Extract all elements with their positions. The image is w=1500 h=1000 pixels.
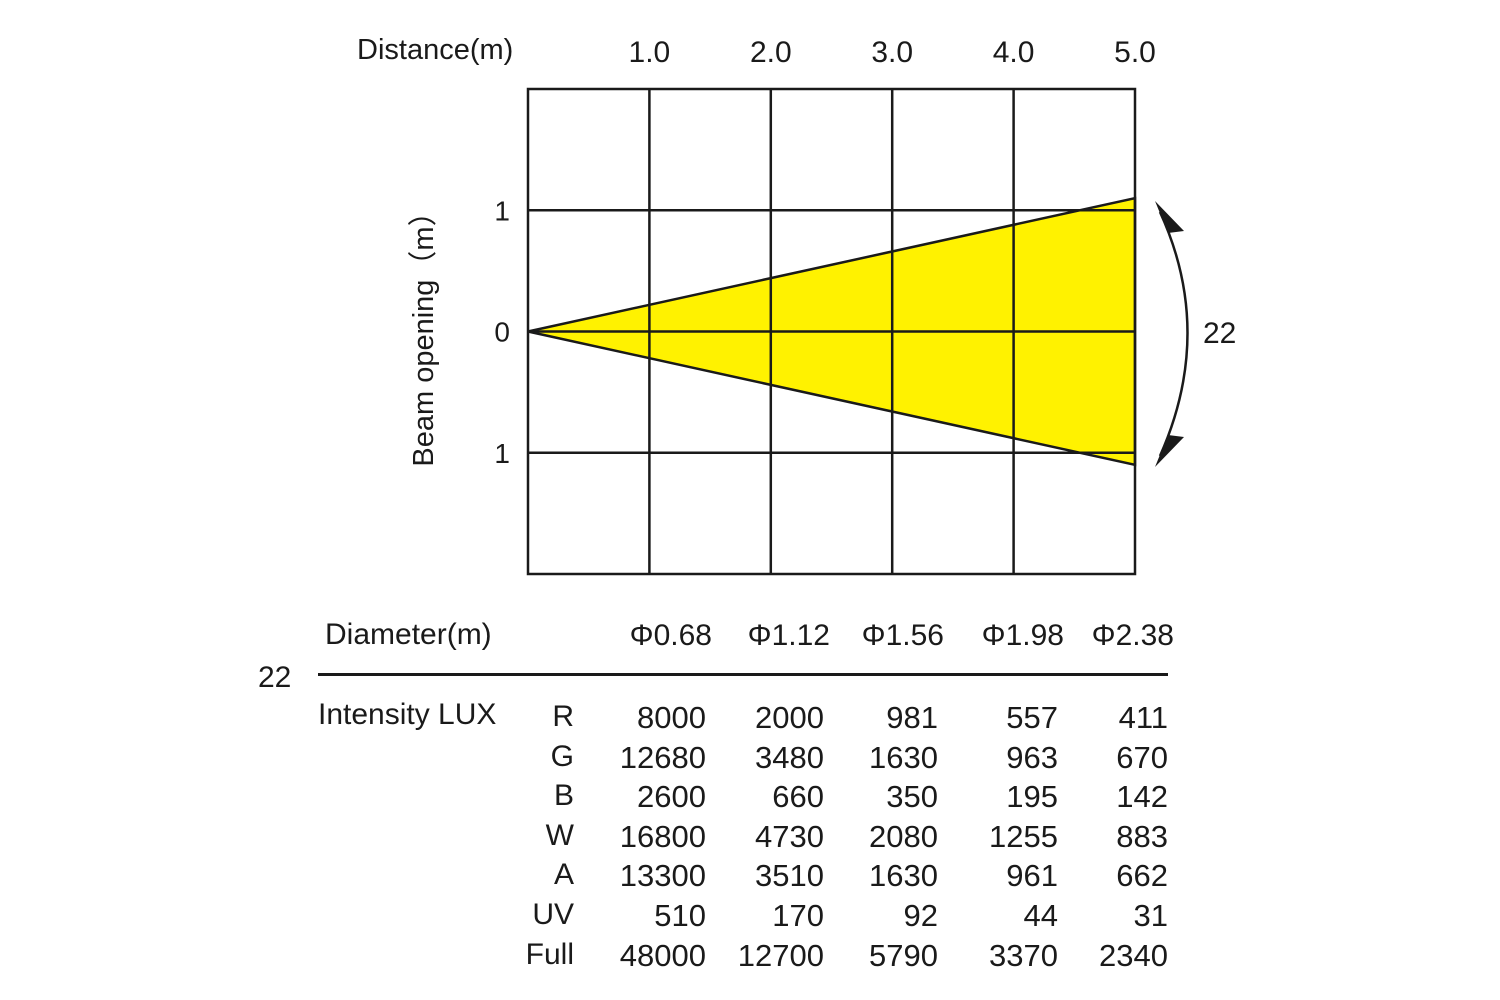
diameter-value: Φ1.98 [981,619,1064,652]
beam-angle-label: 22 [1203,317,1236,350]
channel-label: R [552,700,574,733]
diameter-value: Φ1.56 [861,619,944,652]
diameter-value: Φ1.12 [747,619,830,652]
plot-frame [526,87,1137,576]
channel-label: G [550,739,574,773]
table-angle: 22 [258,661,292,694]
intensity-cell: 510 [654,898,706,933]
intensity-cell: 350 [886,779,938,815]
intensity-cell: 92 [903,898,938,933]
y-tick-label: 0 [494,317,510,348]
x-axis-title: Distance(m) [357,34,513,66]
intensity-cell: 557 [1006,700,1058,735]
intensity-cell: 662 [1116,858,1168,894]
x-tick-label: 1.0 [629,36,671,69]
beam-angle-arc [1158,211,1189,457]
intensity-cell: 12680 [619,739,706,775]
intensity-label: Intensity LUX [318,698,497,731]
arc-arrowhead-bottom [1155,435,1184,467]
intensity-cell: 961 [1006,858,1058,894]
intensity-cell: 4730 [755,818,824,854]
intensity-cell: 3510 [755,858,824,894]
intensity-cell: 660 [772,779,824,815]
y-tick-label: 1 [494,438,510,469]
arc-arrowhead-top [1155,201,1184,233]
intensity-cell: 31 [1133,898,1168,933]
intensity-cell: 2080 [869,818,938,854]
table-divider [318,673,1168,676]
channel-label: UV [532,898,574,931]
channel-label: A [553,858,574,892]
diameter-label: Diameter(m) [325,618,492,651]
intensity-cell: 1255 [989,818,1058,854]
y-tick-labels: 1 0 1 [494,195,510,469]
intensity-cell: 1630 [869,858,938,894]
intensity-cell: 5790 [869,937,938,973]
intensity-cell: 16800 [619,818,706,854]
intensity-cell: 3370 [989,937,1058,973]
intensity-cell: 8000 [637,700,706,735]
intensity-cell: 44 [1023,898,1058,933]
intensity-cell: 48000 [619,937,706,973]
y-axis-title: Beam opening（m） [408,197,440,466]
x-tick-labels: 1.0 2.0 3.0 4.0 5.0 [629,36,1156,69]
channel-label: W [545,818,574,852]
intensity-cell: 670 [1116,739,1168,775]
beam-chart: Distance(m) 1.0 2.0 3.0 4.0 5.0 1 0 1 Beam ope… [357,34,1236,576]
diameter-value: Φ2.38 [1091,619,1174,652]
intensity-cell: 13300 [619,858,706,894]
grid [526,87,1137,576]
intensity-cell: 142 [1116,779,1168,815]
intensity-cell: 981 [886,700,938,735]
intensity-cell: 963 [1006,739,1058,775]
intensity-cell: 12700 [737,937,824,973]
x-tick-label: 4.0 [993,36,1035,69]
intensity-cell: 170 [772,898,824,933]
x-tick-label: 2.0 [750,36,792,69]
diameter-value: Φ0.68 [629,619,712,652]
intensity-cell: 2600 [637,779,706,815]
x-tick-label: 5.0 [1114,36,1156,69]
intensity-cell: 2340 [1099,937,1168,973]
intensity-cell: 2000 [755,700,824,735]
channel-label: Full [525,937,574,971]
intensity-cell: 411 [1118,700,1168,735]
y-tick-label: 1 [494,195,510,226]
channel-label: B [553,779,574,813]
intensity-cell: 1630 [869,739,938,775]
x-tick-label: 3.0 [871,36,913,69]
intensity-cell: 195 [1006,779,1058,815]
intensity-cell: 3480 [755,739,824,775]
intensity-cell: 883 [1116,818,1168,854]
